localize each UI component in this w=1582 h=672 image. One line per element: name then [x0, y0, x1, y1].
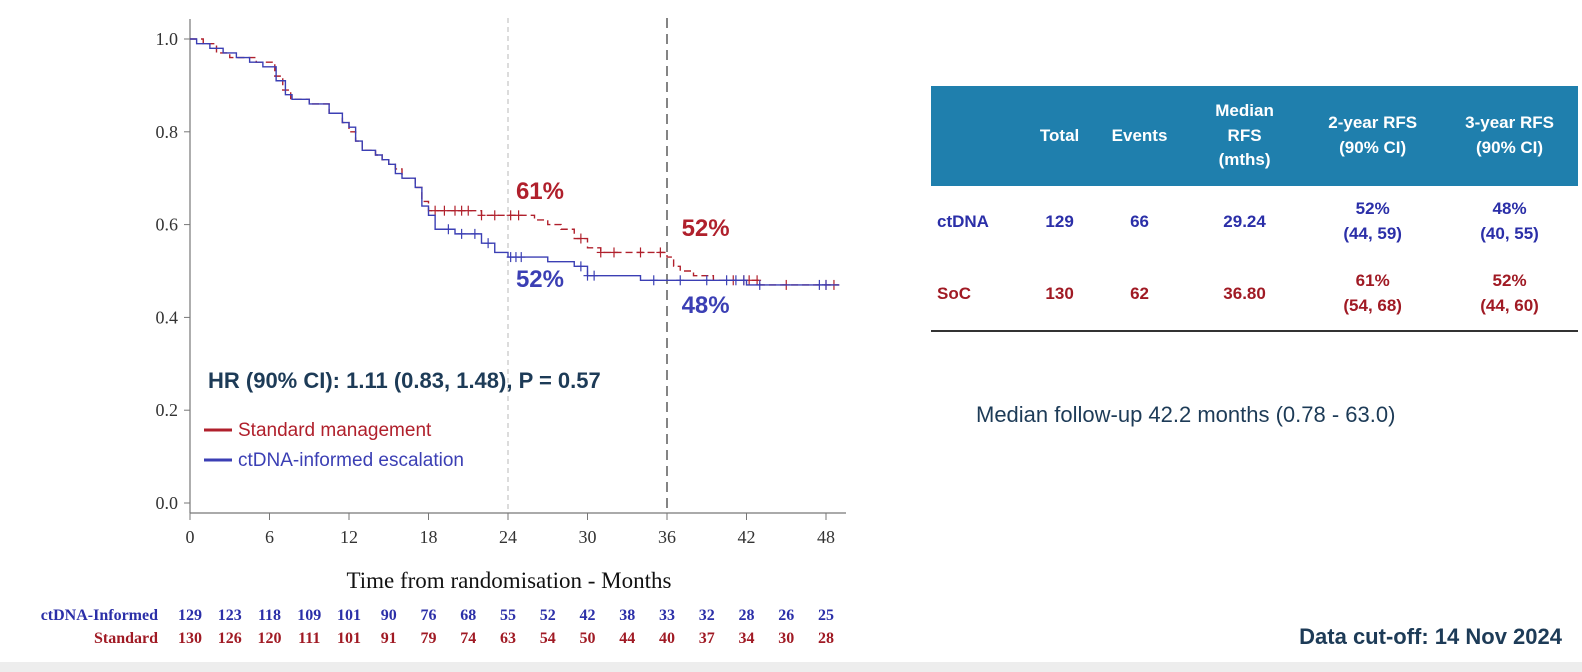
table-cell: 36.80 [1184, 258, 1305, 332]
data-label: 52% [682, 215, 730, 242]
risk-value: 52 [540, 607, 556, 624]
table-header-cell: Median RFS (mths) [1184, 86, 1305, 186]
table-cell: 130 [1024, 258, 1095, 332]
risk-value: 79 [421, 630, 437, 647]
hr-text: HR (90% CI): 1.11 (0.83, 1.48), P = 0.57 [208, 368, 601, 393]
data-label: 61% [516, 178, 564, 205]
table-header-cell: Events [1094, 86, 1185, 186]
risk-value: 130 [178, 630, 202, 647]
table-header-cell [931, 86, 1025, 186]
risk-value: 32 [699, 607, 715, 624]
risk-value: 120 [258, 630, 282, 647]
table-header-row: Total Events Median RFS (mths) 2-year RFS(… [931, 86, 1578, 186]
table-cell: 61% (54, 68) [1304, 258, 1442, 332]
y-tick-label: 0.2 [156, 400, 179, 420]
x-tick-label: 12 [340, 527, 358, 547]
risk-table: ctDNA-Informed 129 123 118 109 101 90 76 68 55 52 4… [41, 607, 834, 647]
table-header-cell: 3-year RFS (90% CI) [1441, 86, 1578, 186]
y-tick-label: 0.0 [156, 493, 179, 513]
risk-value: 44 [619, 630, 635, 647]
x-tick-label: 36 [658, 527, 676, 547]
risk-value: 28 [739, 607, 755, 624]
table-header-cell: Total [1024, 86, 1095, 186]
row-label: ctDNA [937, 211, 989, 231]
risk-value: 91 [381, 630, 397, 647]
y-tick-label: 0.8 [156, 122, 179, 142]
risk-value: 68 [460, 607, 476, 624]
table-cell: 52% (44, 60) [1441, 258, 1578, 332]
bottom-bar [0, 662, 1582, 672]
risk-row-label: Standard [94, 630, 158, 647]
risk-value: 28 [818, 630, 834, 647]
risk-value: 26 [778, 607, 794, 624]
data-label: 52% [516, 266, 564, 293]
risk-value: 74 [460, 630, 476, 647]
risk-value: 123 [218, 607, 242, 624]
km-chart: 0.0 0.2 0.4 0.6 0.8 1.0 0 6 12 18 24 30 36 42 48 Time f… [41, 18, 846, 647]
table-row: ctDNA 129 66 29.24 52% (44, 59) 48% (40, 5… [931, 186, 1578, 258]
legend-label: Standard management [238, 420, 432, 441]
risk-value: 111 [298, 630, 320, 647]
risk-value: 33 [659, 607, 675, 624]
legend-label: ctDNA-informed escalation [238, 450, 464, 471]
risk-value: 129 [178, 607, 202, 624]
risk-value: 55 [500, 607, 516, 624]
survival-curves [190, 38, 840, 290]
table-cell: 129 [1045, 211, 1074, 231]
survival-curve [190, 38, 840, 286]
x-tick-label: 48 [817, 527, 835, 547]
survival-curve [190, 38, 840, 286]
data-label: 48% [682, 292, 730, 319]
risk-value: 101 [337, 607, 361, 624]
risk-value: 25 [818, 607, 834, 624]
data-cutoff-text: Data cut-off: 14 Nov 2024 [1299, 624, 1562, 649]
x-tick-label: 6 [265, 527, 274, 547]
table-row: SoC 130 62 36.80 61% (54, 68) 52% (44, 60) [931, 258, 1578, 332]
x-tick-label: 42 [738, 527, 756, 547]
risk-value: 109 [297, 607, 321, 624]
row-label: SoC [931, 258, 1025, 332]
table-cell: 66 [1130, 211, 1149, 231]
x-tick-label: 24 [499, 527, 517, 547]
risk-value: 34 [739, 630, 755, 647]
legend: Standard management ctDNA-informed escala… [204, 420, 464, 471]
follow-up-text: Median follow-up 42.2 months (0.78 - 63.… [976, 402, 1396, 427]
risk-value: 37 [699, 630, 715, 647]
x-tick-label: 18 [420, 527, 438, 547]
table-header-cell: 2-year RFS (90% CI) [1304, 86, 1442, 186]
y-tick-label: 1.0 [156, 29, 179, 49]
annotations: 61% 52% 52% 48% HR (90% CI): 1.11 (0.83, 1.4… [208, 178, 730, 393]
risk-value: 101 [337, 630, 361, 647]
x-axis-label: Time from randomisation - Months [347, 568, 672, 593]
risk-row-label: ctDNA-Informed [41, 607, 158, 624]
risk-value: 126 [218, 630, 242, 647]
risk-value: 90 [381, 607, 397, 624]
risk-value: 50 [580, 630, 596, 647]
risk-value: 63 [500, 630, 516, 647]
table-cell: 48% (40, 55) [1480, 199, 1539, 243]
risk-value: 118 [258, 607, 281, 624]
chart-axes: 0.0 0.2 0.4 0.6 0.8 1.0 0 6 12 18 24 30 36 42 48 Time f… [156, 19, 846, 593]
summary-table: Total Events Median RFS (mths) 2-year RFS(… [931, 86, 1578, 332]
risk-value: 54 [540, 630, 556, 647]
table-cell: 62 [1094, 258, 1185, 332]
table-cell: 29.24 [1223, 211, 1266, 231]
risk-value: 76 [421, 607, 437, 624]
risk-value: 30 [778, 630, 794, 647]
risk-value: 38 [619, 607, 635, 624]
risk-value: 42 [580, 607, 596, 624]
y-tick-label: 0.6 [156, 215, 179, 235]
reference-lines [507, 18, 668, 513]
table-cell: 52% (44, 59) [1343, 199, 1402, 243]
x-tick-label: 30 [579, 527, 597, 547]
risk-value: 40 [659, 630, 675, 647]
x-tick-label: 0 [186, 527, 195, 547]
y-tick-label: 0.4 [156, 307, 179, 327]
